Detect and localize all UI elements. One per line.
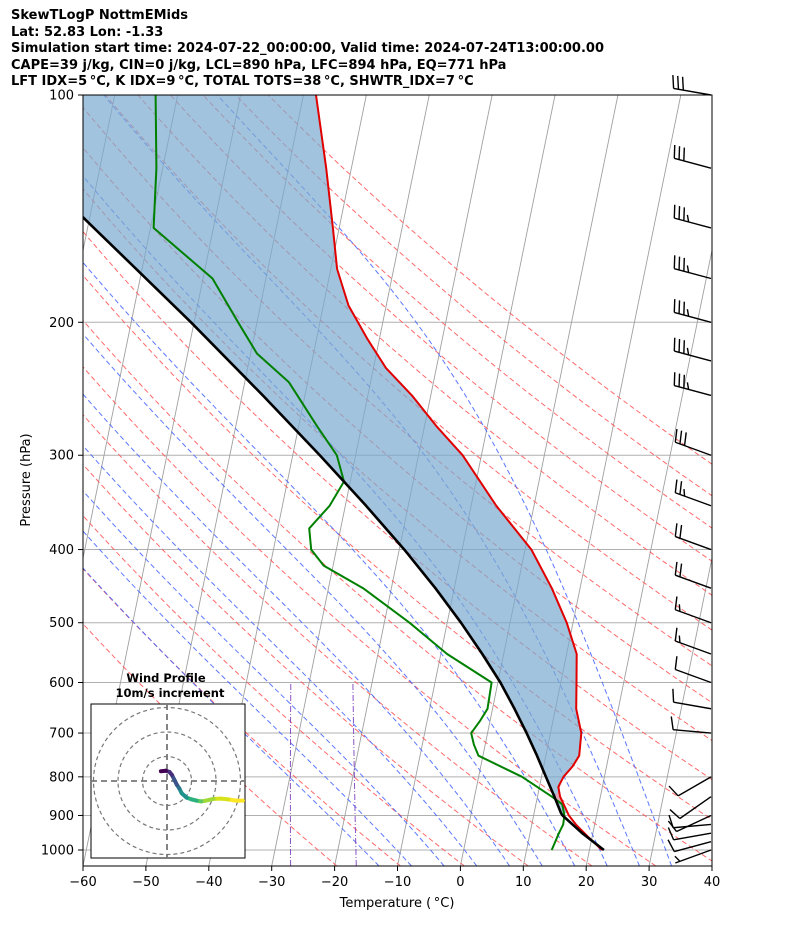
x-tick-label: −30	[258, 875, 285, 890]
hodograph-plot	[91, 704, 245, 858]
isotherm-40	[711, 863, 712, 866]
wind-barb-150	[673, 204, 712, 229]
wind-barb-250	[673, 372, 712, 397]
parcel-line	[83, 215, 605, 852]
moist-adiabat--5	[83, 530, 412, 866]
y-tick-label: 800	[49, 770, 74, 785]
wind-barb-600	[674, 656, 712, 684]
moist-adiabat--10	[83, 567, 380, 866]
wind-barb-200	[673, 299, 712, 323]
moist-adiabat-10	[83, 393, 511, 866]
dry-adiabat-300	[83, 366, 657, 866]
isotherm-30	[648, 555, 712, 866]
hodograph-subtitle: 10m/s increment	[116, 686, 225, 700]
wind-barb-975	[667, 839, 712, 853]
dry-adiabat-320	[83, 274, 712, 821]
dry-adiabat-270	[83, 514, 465, 866]
chart-title-block: SkewTLogP NottmEMids Lat: 52.83 Lon: -1.…	[11, 8, 786, 91]
wind-barb-850	[669, 796, 712, 820]
wind-barb-450	[674, 561, 712, 589]
title-location: Lat: 52.83 Lon: -1.33	[11, 24, 164, 40]
y-tick-label: 300	[49, 449, 74, 464]
wind-barb-950	[667, 827, 712, 841]
wind-barb-400	[674, 523, 712, 551]
y-tick-label: 700	[49, 727, 74, 742]
x-tick-label: 20	[578, 875, 595, 890]
axes: −60 −50 −40 −30 −20 −10 0 10 20 30 40 100 200 300 400 5…	[41, 89, 720, 891]
x-tick-label: −50	[132, 875, 159, 890]
y-tick-label: 100	[49, 89, 74, 104]
title-station: SkewTLogP NottmEMids	[11, 8, 189, 23]
wind-barb-100	[672, 75, 712, 96]
x-tick-label: 10	[515, 875, 532, 890]
wind-barb-550	[674, 627, 712, 655]
y-tick-label: 500	[49, 616, 74, 631]
wind-barb-800	[668, 776, 712, 797]
wind-barb-350	[674, 479, 712, 507]
y-tick-label: 200	[49, 316, 74, 331]
temperature-line	[315, 95, 603, 851]
moist-adiabat-35	[216, 95, 673, 866]
wind-barb-175	[673, 255, 712, 280]
wind-barb-1000	[674, 849, 712, 864]
moist-adiabat-20	[83, 261, 576, 866]
isotherm-0	[459, 95, 619, 866]
dry-adiabat-290	[83, 414, 593, 866]
wind-barb-125	[673, 144, 712, 169]
dry-adiabat-310	[83, 319, 712, 862]
dry-adiabat-280	[83, 463, 529, 866]
x-axis-label: Temperature ( °C)	[339, 896, 455, 911]
wind-barb-700	[670, 716, 712, 734]
x-tick-label: −10	[384, 875, 411, 890]
mixing-ratio-1	[352, 682, 357, 866]
y-axis-label: Pressure (hPa)	[19, 433, 34, 526]
title-stability-indices: LFT IDX=5 °C, K IDX=9 °C, TOTAL TOTS=38 …	[11, 74, 474, 90]
dry-adiabat-330	[83, 230, 712, 781]
y-tick-label: 600	[49, 676, 74, 691]
wind-barb-500	[674, 596, 712, 624]
dry-adiabat-410	[235, 95, 712, 497]
wind-barbs	[667, 75, 712, 864]
x-tick-label: 30	[641, 875, 658, 890]
isotherm-20	[585, 248, 712, 866]
x-tick-label: −20	[321, 875, 348, 890]
y-tick-label: 900	[49, 809, 74, 824]
x-tick-label: −40	[195, 875, 222, 890]
wind-barb-900	[667, 814, 712, 833]
moist-adiabat-25	[83, 175, 608, 866]
cin-fill	[555, 780, 565, 805]
title-time: Simulation start time: 2024-07-22_00:00:…	[11, 41, 604, 57]
moist-adiabat-15	[83, 333, 543, 866]
x-tick-label: −60	[69, 875, 96, 890]
moist-adiabat-30	[103, 95, 640, 866]
moist-adiabat-5	[83, 445, 478, 866]
y-tick-label: 1000	[41, 844, 74, 859]
title-cape-indices: CAPE=39 j/kg, CIN=0 j/kg, LCL=890 hPa, L…	[11, 57, 507, 73]
moist-adiabat-0	[83, 490, 445, 866]
isotherm-50	[775, 95, 794, 866]
wind-barb-650	[672, 688, 712, 710]
hodograph-title: Wind Profile	[126, 671, 206, 685]
hodograph-inset: Wind Profile 10m/s increment	[90, 671, 246, 859]
wind-barb-300	[674, 428, 712, 456]
wind-barb-225	[673, 337, 712, 362]
trace-layer	[83, 95, 605, 852]
x-tick-label: 40	[704, 875, 721, 890]
y-tick-label: 400	[49, 543, 74, 558]
x-tick-label: 0	[456, 875, 464, 890]
